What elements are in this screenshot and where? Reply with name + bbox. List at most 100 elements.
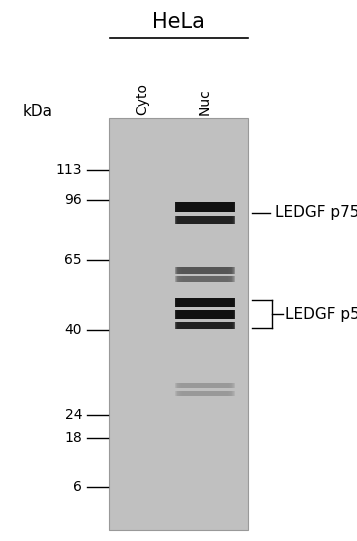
Bar (178, 267, 232, 274)
Bar (182, 276, 228, 282)
Bar (182, 309, 228, 319)
Bar (180, 276, 230, 282)
Bar (177, 202, 232, 212)
Bar (181, 202, 229, 212)
Bar (182, 391, 228, 395)
Bar (175, 276, 235, 282)
Bar (177, 298, 232, 307)
Bar (182, 321, 228, 328)
Bar (182, 309, 227, 319)
Bar (181, 267, 229, 274)
Bar (180, 267, 230, 274)
Text: Cyto: Cyto (135, 83, 149, 115)
Bar (182, 216, 227, 224)
Bar (175, 267, 235, 274)
Bar (178, 309, 232, 319)
Bar (179, 298, 231, 307)
Bar (177, 202, 233, 212)
Text: HeLa: HeLa (152, 12, 205, 32)
Bar (177, 267, 233, 274)
Bar (179, 267, 231, 274)
Bar (181, 321, 229, 328)
Bar (177, 276, 233, 282)
Text: 96: 96 (64, 193, 82, 207)
Text: 18: 18 (64, 431, 82, 445)
Bar (179, 309, 231, 319)
Bar (177, 382, 233, 387)
Text: 65: 65 (64, 253, 82, 267)
Bar (179, 216, 231, 224)
Bar (181, 309, 229, 319)
Bar (179, 382, 231, 387)
Bar (182, 298, 228, 307)
Bar (180, 382, 230, 387)
Bar (176, 309, 234, 319)
Bar (180, 202, 230, 212)
Bar (182, 321, 227, 328)
Bar (180, 321, 230, 328)
Bar (179, 321, 231, 328)
Bar (178, 276, 232, 282)
Bar (182, 382, 228, 387)
Bar (177, 391, 232, 395)
Bar (180, 216, 230, 224)
Text: LEDGF p75: LEDGF p75 (275, 206, 357, 221)
Bar (182, 298, 227, 307)
Bar (179, 202, 231, 212)
Bar (176, 276, 234, 282)
Bar (179, 276, 231, 282)
Bar (181, 276, 229, 282)
Bar (181, 382, 229, 387)
Text: 24: 24 (65, 408, 82, 422)
Bar (182, 267, 228, 274)
Bar (182, 216, 228, 224)
Text: 40: 40 (65, 323, 82, 337)
Bar (177, 321, 232, 328)
Bar (182, 202, 227, 212)
Text: 6: 6 (73, 480, 82, 494)
Bar (175, 321, 235, 328)
Text: LEDGF p52: LEDGF p52 (285, 307, 357, 321)
Bar (175, 391, 235, 395)
Bar (177, 321, 233, 328)
Bar (177, 298, 233, 307)
Bar (176, 391, 234, 395)
Bar (175, 202, 235, 212)
Bar (182, 276, 227, 282)
Bar (177, 391, 233, 395)
Bar (179, 391, 231, 395)
Bar (177, 309, 233, 319)
Bar (180, 298, 230, 307)
Bar (180, 391, 230, 395)
Bar (178, 321, 232, 328)
Bar (178, 382, 232, 387)
Bar (178, 216, 232, 224)
Bar (176, 267, 234, 274)
Bar (175, 382, 235, 387)
Bar (181, 298, 229, 307)
Bar (182, 391, 227, 395)
Bar (178, 391, 232, 395)
Bar (181, 391, 229, 395)
Bar (175, 216, 235, 224)
Bar (177, 309, 232, 319)
Bar (182, 267, 227, 274)
Bar (109, 118, 248, 530)
Bar (176, 298, 234, 307)
Bar (176, 382, 234, 387)
Bar (177, 267, 232, 274)
Text: Nuc: Nuc (198, 88, 212, 115)
Bar (177, 216, 233, 224)
Bar (178, 202, 232, 212)
Bar (180, 309, 230, 319)
Bar (182, 202, 228, 212)
Bar (182, 382, 227, 387)
Bar (176, 216, 234, 224)
Bar (175, 298, 235, 307)
Bar (177, 216, 232, 224)
Bar (177, 276, 232, 282)
Bar (178, 298, 232, 307)
Text: 113: 113 (55, 163, 82, 177)
Text: kDa: kDa (23, 104, 53, 120)
Bar (177, 382, 232, 387)
